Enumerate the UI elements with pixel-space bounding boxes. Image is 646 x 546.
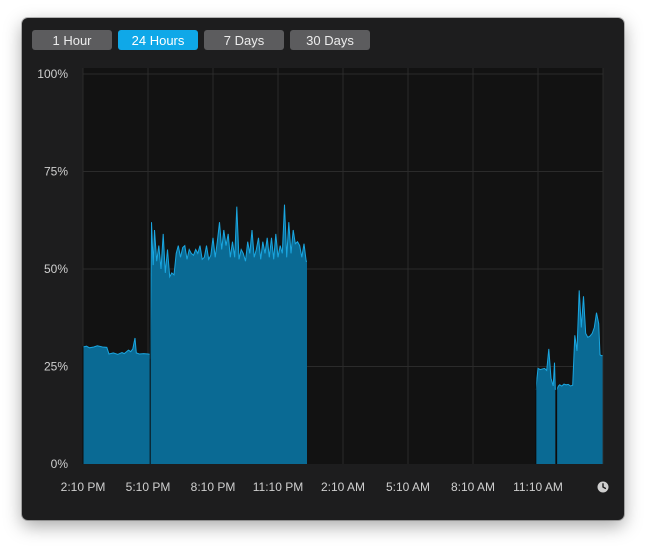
range-1-hour-button[interactable]: 1 Hour (32, 30, 112, 50)
x-tick-label: 5:10 PM (126, 480, 171, 494)
usage-line-segment (535, 348, 556, 390)
x-tick-label: 11:10 PM (253, 480, 303, 494)
usage-line-segment (149, 204, 307, 359)
y-tick-label: 75% (44, 165, 68, 179)
cpu-usage-window: 1 Hour 24 Hours 7 Days 30 Days 0% 25% 50% 7… (22, 18, 624, 520)
usage-line-segment (82, 337, 151, 355)
x-tick-label: 5:10 AM (386, 480, 430, 494)
x-tick-label: 8:10 PM (191, 480, 236, 494)
y-tick-label: 25% (44, 360, 68, 374)
usage-area-segment (150, 204, 307, 464)
x-axis-tick-labels: 2:10 PM 5:10 PM 8:10 PM 11:10 PM 2:10 AM 5:10… (61, 480, 563, 494)
range-7-days-button[interactable]: 7 Days (204, 30, 284, 50)
usage-chart: 0% 25% 50% 75% 100% 2:10 PM 5:10 PM 8:10 PM 11:… (37, 67, 609, 494)
usage-area-segment (556, 290, 603, 464)
range-24-hours-button[interactable]: 24 Hours (118, 30, 198, 50)
y-tick-label: 100% (37, 67, 68, 81)
y-tick-label: 0% (51, 457, 69, 471)
x-tick-label: 2:10 PM (61, 480, 106, 494)
time-range-segmented-control: 1 Hour 24 Hours 7 Days 30 Days (32, 30, 370, 50)
clock-icon[interactable] (597, 481, 609, 493)
usage-area-series (82, 204, 603, 464)
y-axis-tick-labels: 0% 25% 50% 75% 100% (37, 67, 68, 471)
y-tick-label: 50% (44, 262, 68, 276)
x-tick-label: 8:10 AM (451, 480, 495, 494)
x-tick-label: 2:10 AM (321, 480, 365, 494)
usage-area-segment (83, 338, 151, 464)
x-tick-label: 11:10 AM (513, 480, 563, 494)
usage-line-segment (556, 290, 603, 391)
range-30-days-button[interactable]: 30 Days (290, 30, 370, 50)
usage-area-segment (535, 348, 556, 464)
